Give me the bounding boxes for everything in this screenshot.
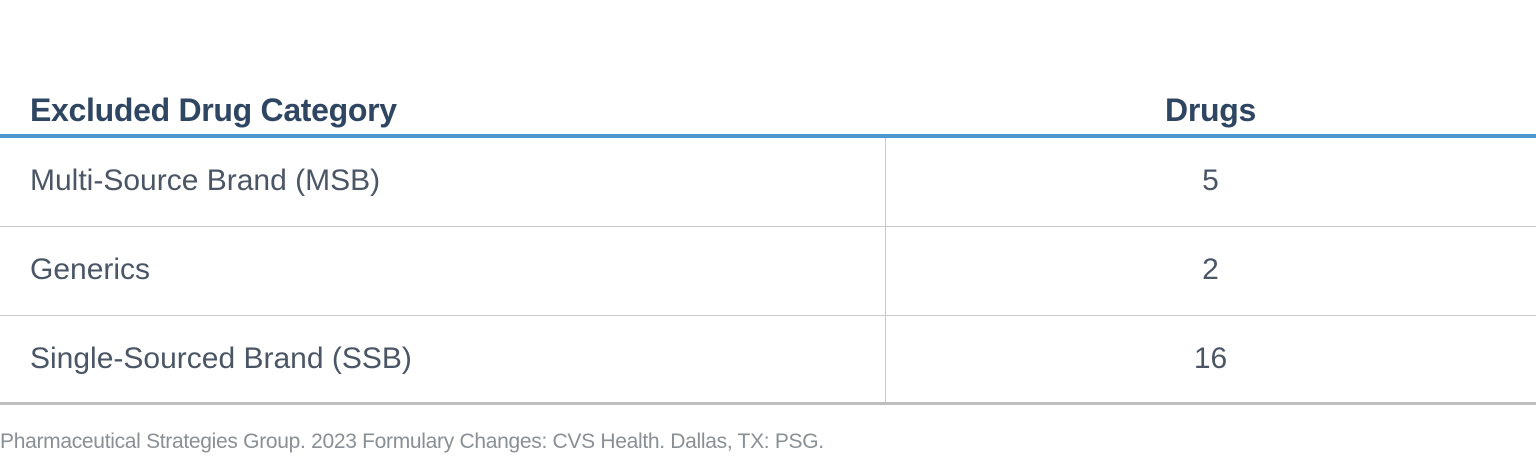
source-citation: Pharmaceutical Strategies Group. 2023 Fo… [0,430,824,453]
table-row: Multi-Source Brand (MSB) 5 [0,138,1536,227]
excluded-drug-table: Excluded Drug Category Drugs Multi-Sourc… [0,84,1536,405]
column-divider [885,138,886,405]
row-category: Generics [30,253,151,286]
header-drugs: Drugs [1165,92,1256,128]
table-row: Generics 2 [0,227,1536,316]
table-body: Multi-Source Brand (MSB) 5 Generics 2 Si… [0,138,1536,405]
header-excluded-drug-category: Excluded Drug Category [30,92,397,128]
table-header-row: Excluded Drug Category Drugs [0,84,1536,138]
row-category: Single-Sourced Brand (SSB) [30,342,412,375]
row-drug-count: 2 [1202,253,1219,286]
row-drug-count: 16 [1193,342,1228,375]
table-row: Single-Sourced Brand (SSB) 16 [0,316,1536,405]
row-category: Multi-Source Brand (MSB) [30,164,381,197]
row-drug-count: 5 [1202,164,1219,197]
